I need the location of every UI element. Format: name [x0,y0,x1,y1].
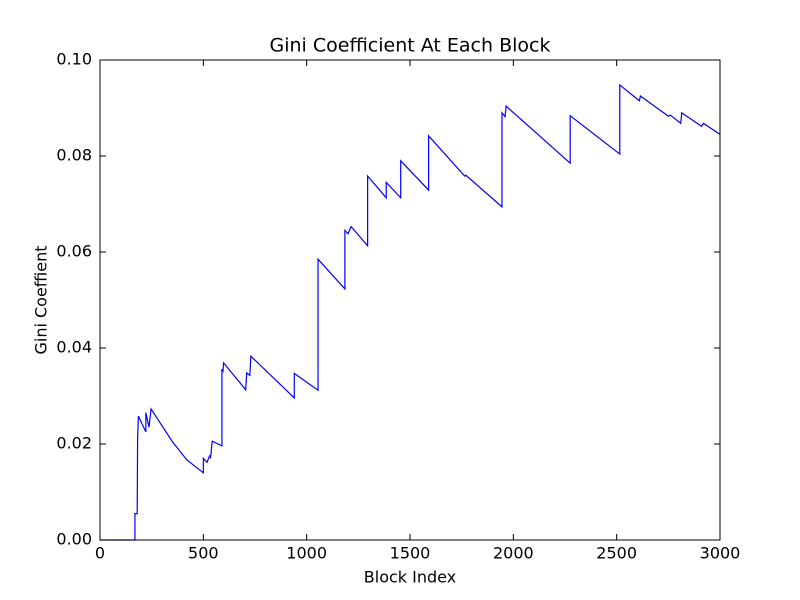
x-tick-label: 500 [188,544,219,563]
plot-frame [99,59,721,541]
x-tick-label: 2000 [493,544,534,563]
data-line [100,83,721,541]
x-tick-label: 0 [95,544,105,563]
y-tick-label: 0.04 [56,338,92,357]
y-tick-label: 0.10 [56,50,92,69]
y-tick-label: 0.08 [56,146,92,165]
x-tick-label: 1500 [390,544,431,563]
chart-title: Gini Coefficient At Each Block [270,35,551,57]
x-tick-label: 3000 [700,544,741,563]
x-axis-label: Block Index [364,568,456,587]
x-tick-label: 1000 [286,544,327,563]
y-axis-label: Gini Coeffient [32,245,51,354]
y-tick-label: 0.06 [56,242,92,261]
y-tick-label: 0.00 [56,530,92,549]
x-tick-label: 2500 [596,544,637,563]
y-tick-label: 0.02 [56,434,92,453]
